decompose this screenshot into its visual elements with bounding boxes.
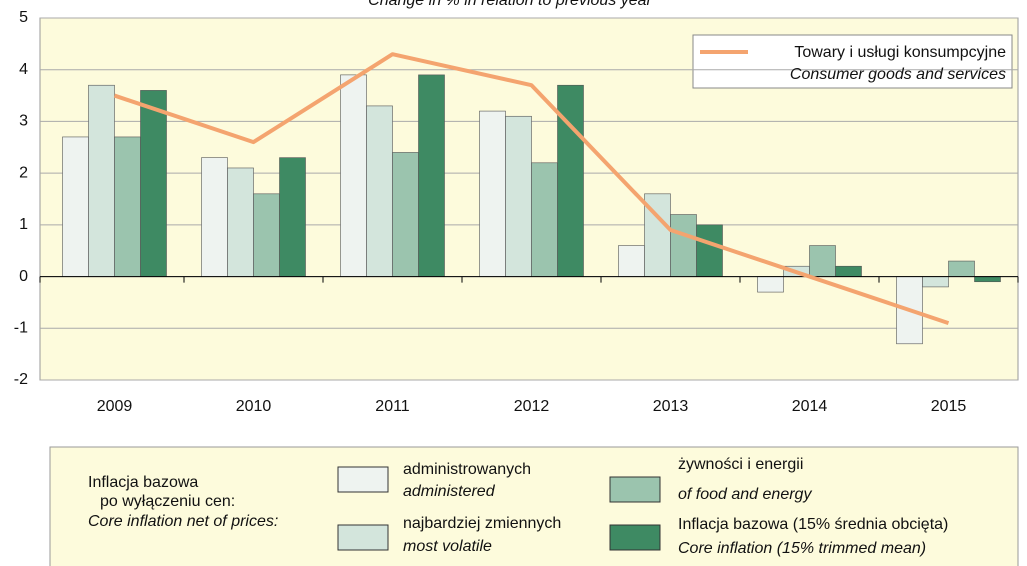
bar [835, 265, 862, 277]
bar [253, 193, 280, 277]
x-tick-label: 2011 [375, 398, 410, 415]
y-tick-label: 5 [19, 9, 28, 26]
legend-label: most volatile [403, 538, 492, 555]
legend-label: of food and energy [678, 486, 812, 503]
y-tick-label: 2 [19, 164, 28, 181]
legend-label: Consumer goods and services [790, 66, 1006, 83]
bar [479, 110, 506, 277]
x-tick-label: 2012 [514, 398, 550, 415]
y-tick-label: 3 [19, 113, 28, 130]
legend-title: Inflacja bazowa [88, 474, 198, 491]
line-legend-box [692, 34, 1013, 89]
x-tick-label: 2014 [792, 398, 828, 415]
legend-label: Core inflation (15% trimmed mean) [678, 540, 926, 557]
legend-swatch [609, 476, 661, 503]
bar [340, 74, 367, 277]
legend-box [49, 446, 1019, 566]
x-tick-label: 2009 [97, 398, 133, 415]
chart-title: Change in % in relation to previous year [368, 0, 652, 9]
bar [974, 276, 1001, 283]
bar [696, 224, 723, 277]
bar [227, 167, 254, 277]
bar [140, 90, 167, 277]
x-tick-label: 2010 [236, 398, 272, 415]
bar [922, 276, 949, 288]
x-tick-label: 2015 [931, 398, 967, 415]
legend-label: najbardziej zmiennych [403, 515, 561, 532]
bar [366, 105, 393, 277]
bar [948, 260, 975, 277]
y-tick-label: 1 [19, 216, 28, 233]
legend-swatch [609, 524, 661, 551]
legend-label: Inflacja bazowa (15% średnia obcięta) [678, 516, 948, 533]
legend-swatch [337, 466, 389, 493]
legend-label: Towary i usługi konsumpcyjne [794, 44, 1006, 61]
legend-label: żywności i energii [678, 456, 803, 473]
bar [670, 214, 697, 277]
legend-title: Core inflation net of prices: [88, 513, 278, 530]
bar [279, 157, 306, 277]
y-tick-label: 0 [19, 268, 28, 285]
legend-swatch [337, 524, 389, 551]
bar [201, 157, 228, 277]
x-tick-label: 2013 [653, 398, 689, 415]
legend-label: administered [403, 483, 496, 500]
y-tick-label: -1 [14, 320, 28, 337]
bar [757, 276, 784, 293]
bar [62, 136, 89, 277]
bar [114, 136, 141, 277]
legend-title: po wyłączeniu cen: [100, 493, 235, 510]
bar [418, 74, 445, 277]
bar [505, 115, 532, 277]
bar [618, 245, 645, 277]
bar [531, 162, 558, 277]
line [113, 52, 950, 326]
bar [392, 152, 419, 277]
bar [88, 84, 115, 277]
legend-label: administrowanych [403, 461, 531, 478]
y-tick-label: -2 [14, 371, 28, 388]
y-tick-label: 4 [19, 61, 28, 78]
bar [809, 245, 836, 277]
